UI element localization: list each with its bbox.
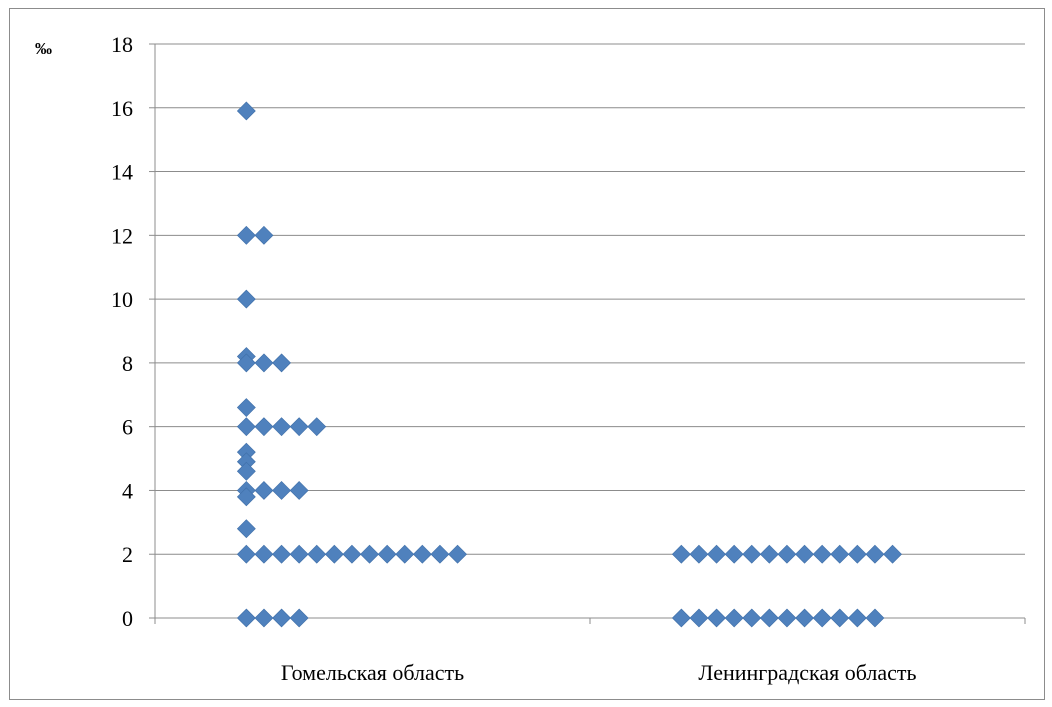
- data-point: [795, 544, 814, 564]
- data-point: [324, 544, 344, 564]
- data-point: [707, 544, 726, 564]
- data-point: [742, 608, 762, 628]
- data-point: [289, 544, 309, 564]
- data-point: [236, 353, 256, 373]
- y-tick-labels: 0 2 4 6 8 10 12 14 16 18: [111, 32, 133, 631]
- data-point: [272, 544, 291, 564]
- data-point: [360, 544, 379, 564]
- data-point: [812, 544, 832, 564]
- data-point: [724, 544, 744, 564]
- data-point: [254, 544, 274, 564]
- data-point: [671, 608, 691, 628]
- data-point: [830, 544, 850, 564]
- data-point: [830, 608, 850, 628]
- data-point: [289, 608, 309, 628]
- data-point: [272, 608, 291, 628]
- category-label: Гомельская область: [281, 660, 464, 685]
- y-tick-label: 2: [122, 542, 133, 567]
- data-point: [307, 544, 327, 564]
- data-point: [847, 608, 867, 628]
- data-point: [812, 608, 832, 628]
- data-point: [307, 417, 327, 437]
- data-point: [847, 544, 867, 564]
- data-point: [236, 487, 256, 507]
- data-point: [689, 608, 709, 628]
- data-point: [254, 417, 274, 437]
- y-tick-label: 8: [122, 351, 133, 376]
- data-point: [430, 544, 450, 564]
- data-point: [865, 608, 885, 628]
- data-point: [707, 608, 726, 628]
- data-point: [412, 544, 432, 564]
- data-point: [272, 353, 291, 373]
- data-point: [272, 481, 291, 500]
- data-point: [395, 544, 415, 564]
- data-point: [254, 481, 274, 500]
- data-point: [448, 544, 467, 564]
- data-point: [236, 461, 256, 481]
- y-tick-label: 10: [111, 287, 133, 312]
- data-point: [759, 544, 779, 564]
- category-label: Ленинградская область: [698, 660, 916, 685]
- y-tick-label: 0: [122, 606, 133, 631]
- data-point: [272, 417, 291, 437]
- data-point: [254, 353, 274, 373]
- data-point: [236, 544, 256, 564]
- data-point: [724, 608, 744, 628]
- data-point: [759, 608, 779, 628]
- y-tick-label: 6: [122, 415, 133, 440]
- y-tick-label: 14: [111, 160, 133, 185]
- data-point: [254, 225, 274, 245]
- data-point: [236, 519, 256, 539]
- data-point: [671, 544, 691, 564]
- data-point: [777, 544, 797, 564]
- data-point: [883, 544, 902, 564]
- y-tick-label: 16: [111, 96, 133, 121]
- data-point: [289, 417, 309, 437]
- y-tick-label: 12: [111, 223, 133, 248]
- data-point: [236, 101, 256, 121]
- data-point: [342, 544, 362, 564]
- chart-frame: [9, 8, 1045, 700]
- data-point: [742, 544, 762, 564]
- data-point: [689, 544, 709, 564]
- data-point: [236, 398, 256, 417]
- data-point: [865, 544, 885, 564]
- data-point: [377, 544, 397, 564]
- gridlines: [155, 43, 1025, 555]
- data-point: [236, 289, 256, 309]
- data-point: [236, 225, 256, 245]
- axes: [149, 43, 1026, 624]
- data-point: [777, 608, 797, 628]
- y-axis-unit-label: ‰: [35, 39, 52, 58]
- category-labels: Гомельская область Ленинградская область: [281, 660, 917, 685]
- y-tick-label: 4: [122, 478, 133, 503]
- data-point: [236, 608, 256, 628]
- data-point: [289, 481, 309, 500]
- data-point: [795, 608, 814, 628]
- data-points: [236, 101, 902, 628]
- data-point: [254, 608, 274, 628]
- data-point: [236, 417, 256, 437]
- y-tick-label: 18: [111, 32, 133, 57]
